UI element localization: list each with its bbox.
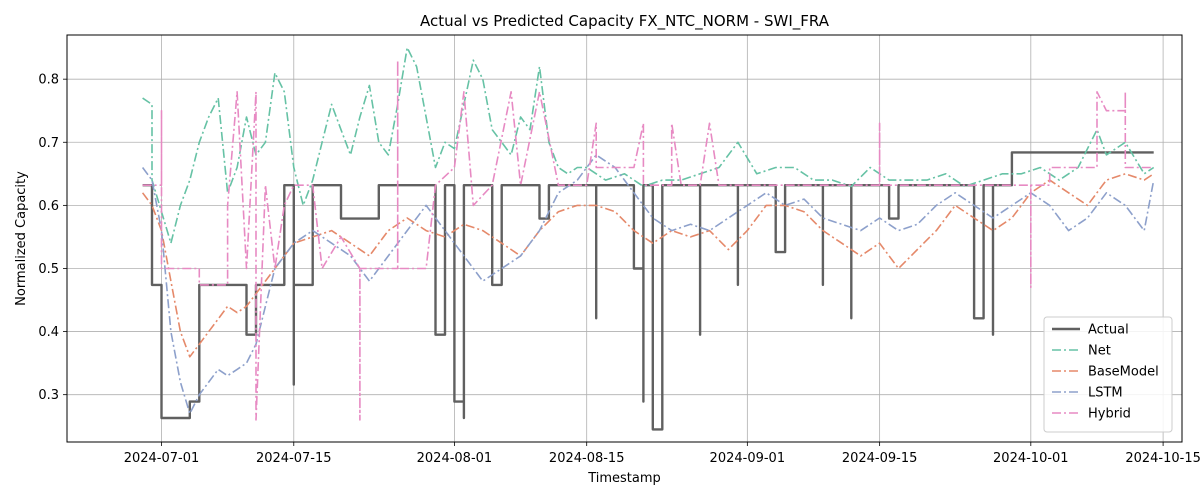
series-line-hybrid	[142, 59, 1154, 421]
legend: Actual Net BaseModel LSTM Hybrid	[1043, 316, 1173, 433]
legend-label-actual: Actual	[1088, 323, 1129, 338]
y-tick-label: 0.5	[38, 262, 59, 277]
y-tick-label: 0.7	[38, 136, 59, 151]
x-tick-label: 2024-10-15	[1125, 451, 1200, 466]
legend-label-lstm: LSTM	[1088, 386, 1123, 401]
x-tick-label: 2024-08-01	[417, 451, 493, 466]
chart-title: Actual vs Predicted Capacity FX_NTC_NORM…	[420, 12, 830, 31]
y-tick-label: 0.4	[38, 325, 59, 340]
plot-frame	[66, 34, 1183, 443]
y-axis-title: Normalized Capacity	[14, 171, 29, 306]
y-tick-label: 0.3	[38, 388, 59, 403]
tick-layer: 2024-07-01 2024-07-15 2024-08-01 2024-08-15…	[38, 73, 1200, 466]
legend-label-hybrid: Hybrid	[1088, 407, 1131, 422]
x-tick-label: 2024-07-15	[256, 451, 332, 466]
series-line-net	[142, 46, 1155, 244]
series-line-actual	[142, 151, 1154, 431]
series-line-basemodel	[141, 173, 1155, 358]
series-layer	[141, 46, 1155, 431]
x-tick-label: 2024-08-15	[549, 451, 625, 466]
legend-frame	[1043, 316, 1173, 433]
x-tick-label: 2024-10-01	[993, 451, 1069, 466]
y-tick-label: 0.8	[38, 73, 59, 88]
legend-label-basemodel: BaseModel	[1088, 365, 1159, 380]
x-tick-label: 2024-09-01	[710, 451, 786, 466]
grid-layer	[67, 35, 1182, 442]
x-axis-title: Timestamp	[587, 471, 661, 486]
series-line-lstm	[141, 154, 1155, 415]
x-tick-label: 2024-09-15	[842, 451, 918, 466]
y-tick-label: 0.6	[38, 199, 59, 214]
x-tick-label: 2024-07-01	[124, 451, 200, 466]
legend-label-net: Net	[1088, 344, 1111, 359]
